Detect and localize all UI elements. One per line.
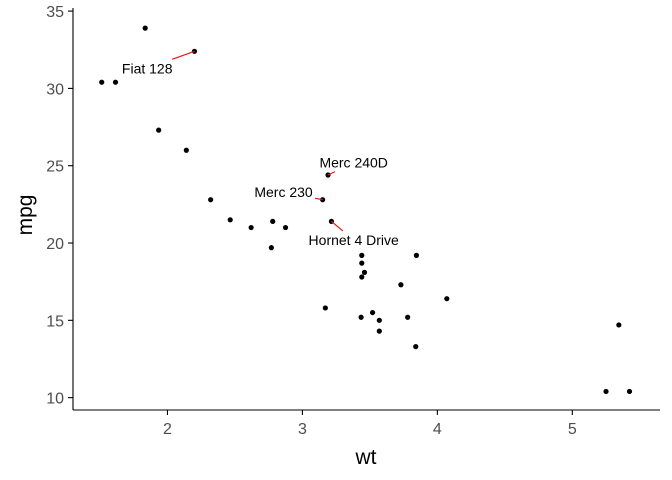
x-axis-title: wt [355,446,377,469]
x-tick-label: 4 [433,421,442,438]
data-point [361,269,368,275]
data-point [626,388,633,395]
y-tick-label: 15 [46,313,64,330]
data-point [208,197,214,203]
data-point [358,314,364,320]
annotation-segment [331,220,344,232]
y-tick-label: 20 [46,236,64,253]
data-point [270,218,276,224]
annotation-label: Hornet 4 Drive [309,232,399,248]
annotations-layer: Fiat 128 Merc 240D Merc 230 Hornet 4 Drive [122,50,399,248]
data-point [603,388,609,395]
data-point [156,127,162,133]
data-point [359,260,365,266]
data-point [227,217,233,223]
annotation-label: Fiat 128 [122,60,173,76]
data-point [112,79,119,85]
data-point [359,274,365,280]
y-tick-label: 25 [46,159,64,176]
x-tick-label: 3 [298,421,307,438]
y-tick-label: 10 [46,391,64,408]
data-point [322,305,328,311]
x-tick-label: 2 [163,421,172,438]
data-point [405,314,411,320]
data-point [376,317,382,323]
data-point [142,25,148,31]
x-tick-label: 5 [568,421,577,438]
y-tick-label: 30 [46,81,64,98]
data-point [413,344,419,350]
annotation-segment [314,197,323,201]
points-layer [99,25,633,395]
data-point [268,245,274,251]
data-point [616,322,622,328]
y-axis-title: mpg [14,195,37,236]
y-axis-ticks: 10 15 20 25 30 35 [46,4,73,408]
data-point [359,252,365,258]
data-point [183,147,189,153]
annotation-label: Merc 230 [254,184,313,200]
data-point [444,296,450,302]
data-point [282,224,289,231]
y-tick-label: 35 [46,4,64,21]
annotation-label: Merc 240D [319,155,387,171]
annotation-segment [327,171,336,176]
data-point [376,328,382,334]
x-axis-ticks: 2 3 4 5 [163,410,577,438]
data-point [99,79,105,85]
annotation-segment [172,50,195,60]
data-point [248,224,254,231]
data-point [413,252,420,258]
data-point [369,309,376,316]
data-point [398,282,404,288]
